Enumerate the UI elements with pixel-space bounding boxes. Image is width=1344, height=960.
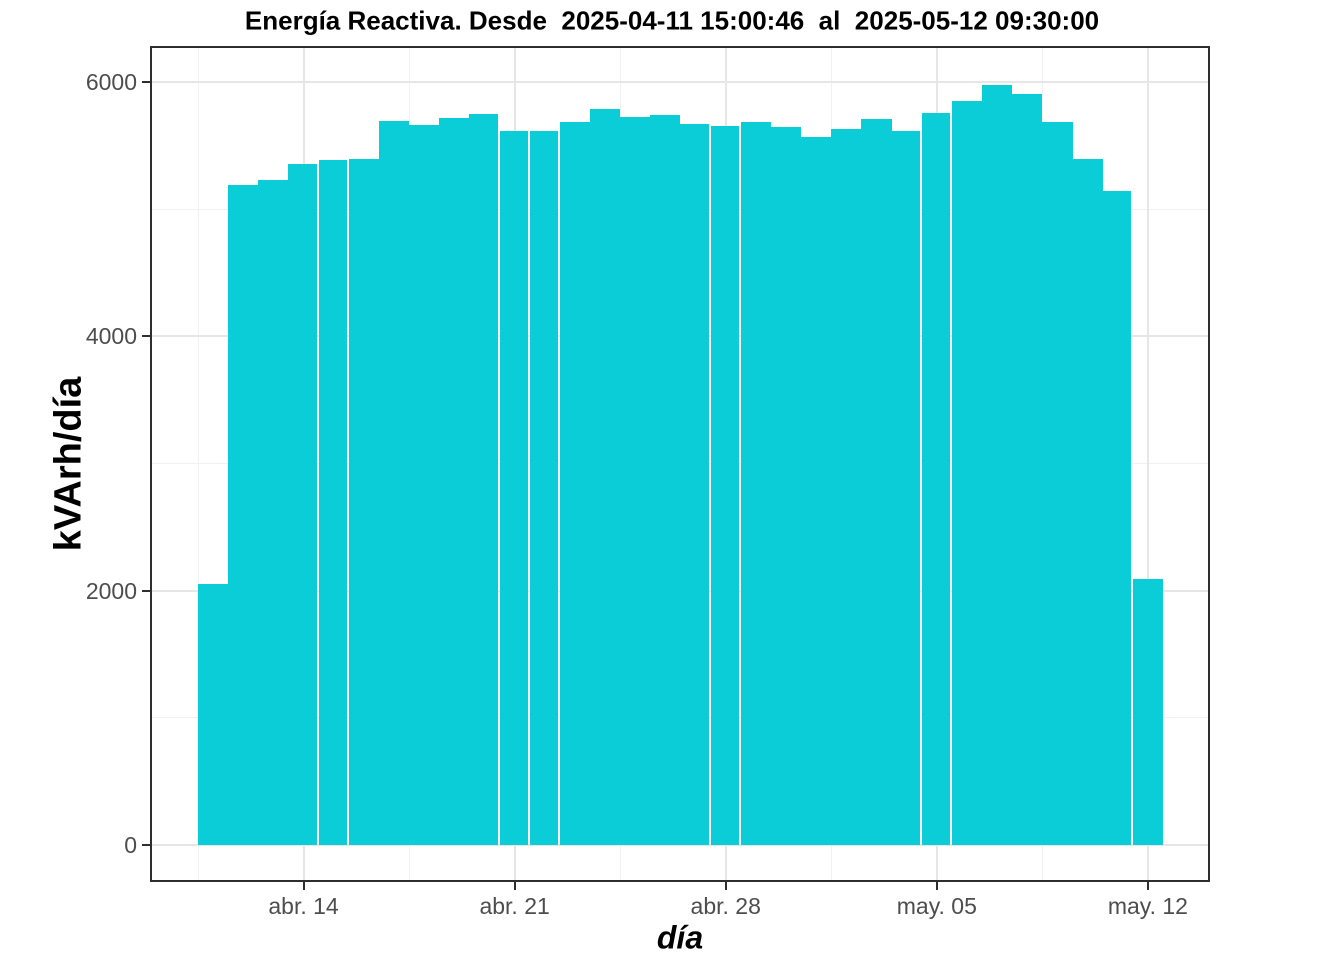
y-tick-label: 2000 <box>85 577 137 604</box>
bar <box>1073 159 1103 845</box>
bar <box>620 117 650 845</box>
bar <box>680 124 709 845</box>
bar <box>831 129 861 845</box>
bar <box>861 119 892 845</box>
y-tick-label: 4000 <box>85 323 137 350</box>
bar <box>801 137 831 845</box>
bar <box>1012 94 1042 845</box>
gridline-major <box>1146 48 1149 880</box>
bar <box>530 131 558 845</box>
bar <box>319 160 347 845</box>
bar <box>198 584 228 845</box>
x-axis-tick <box>302 882 305 890</box>
bar <box>922 113 950 845</box>
x-tick-label: may. 05 <box>896 893 977 919</box>
bar <box>288 164 317 845</box>
x-axis-tick <box>513 882 516 890</box>
x-tick-label: abr. 14 <box>268 893 339 919</box>
bar <box>349 159 379 845</box>
bar <box>1103 191 1131 845</box>
bar <box>741 122 771 845</box>
x-axis-title: día <box>656 919 704 956</box>
y-axis-tick <box>142 81 150 84</box>
bar <box>952 101 982 845</box>
y-tick-label: 0 <box>124 831 137 858</box>
bar <box>1042 122 1073 845</box>
bar <box>469 114 498 845</box>
bar <box>500 131 528 845</box>
x-tick-label: may. 12 <box>1107 893 1188 919</box>
x-tick-label: abr. 21 <box>479 893 550 919</box>
bar <box>409 125 439 845</box>
y-axis-tick <box>142 589 150 592</box>
y-axis-tick <box>142 335 150 338</box>
bar <box>439 118 469 845</box>
bar <box>1133 579 1163 845</box>
bar <box>228 185 258 845</box>
y-axis-title: kVArh/día <box>47 376 90 552</box>
x-axis-tick <box>724 882 727 890</box>
x-tick-label: abr. 28 <box>690 893 761 919</box>
bar <box>982 85 1012 845</box>
bar <box>560 122 590 845</box>
bar <box>771 127 801 845</box>
bar <box>590 109 620 845</box>
bar <box>711 126 739 845</box>
gridline-minor <box>197 48 199 880</box>
chart-title: Energía Reactiva. Desde 2025-04-11 15:00… <box>244 5 1100 36</box>
y-axis-tick <box>142 843 150 846</box>
y-tick-label: 6000 <box>85 69 137 96</box>
bar <box>650 115 680 845</box>
bar <box>258 180 288 845</box>
gridline-major <box>152 81 1208 84</box>
bar <box>379 121 409 845</box>
x-axis-tick <box>1146 882 1149 890</box>
bar <box>892 131 920 845</box>
x-axis-tick <box>935 882 938 890</box>
